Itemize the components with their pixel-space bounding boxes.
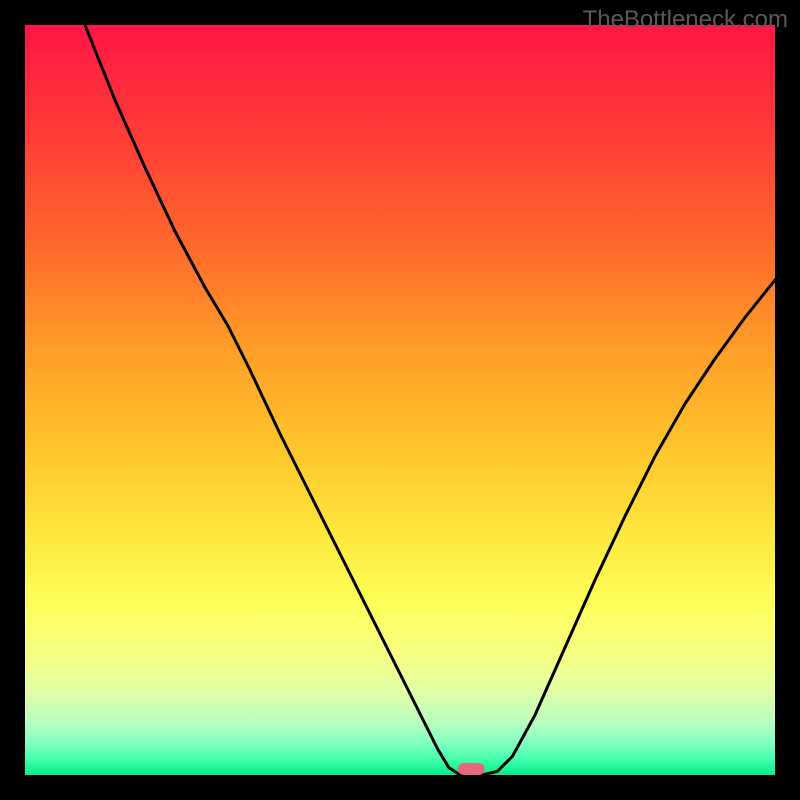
optimum-marker (458, 763, 485, 775)
watermark-text: TheBottleneck.com (583, 6, 788, 34)
plot-svg (25, 25, 775, 775)
plot-area (25, 25, 775, 775)
chart-container: TheBottleneck.com (0, 0, 800, 800)
gradient-background (25, 25, 775, 775)
